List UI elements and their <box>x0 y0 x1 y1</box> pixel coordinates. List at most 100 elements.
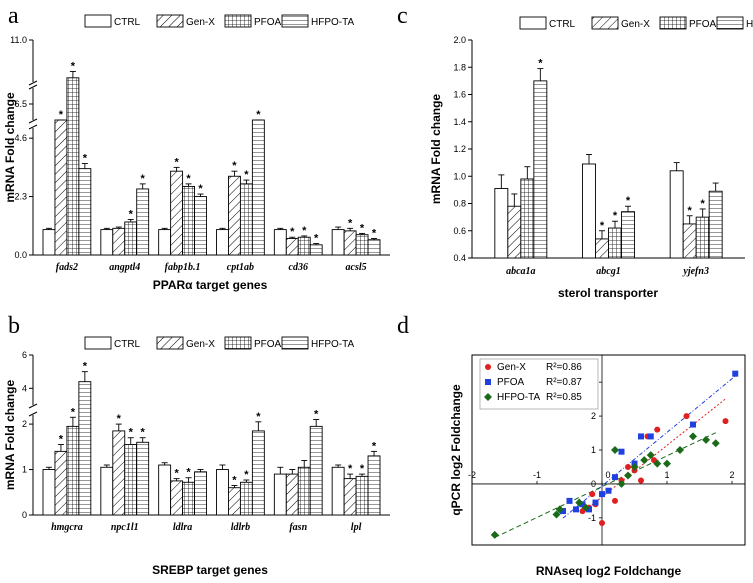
legend-swatch-hfpo-ta <box>281 14 309 28</box>
point-hfpo-ta <box>702 435 710 444</box>
significance-star: * <box>348 217 353 229</box>
point-pfoa <box>612 474 618 481</box>
point-hfpo-ta <box>611 446 619 454</box>
bar-gen-x-fasn <box>285 473 299 516</box>
bar-ctrl-fads2 <box>42 229 56 256</box>
bar-hfpo-ta-ldlra <box>194 471 207 516</box>
bar-ctrl-cd36 <box>273 229 287 256</box>
point-gen-x <box>589 491 596 498</box>
bar-pfoa-hmgcra <box>66 425 80 516</box>
significance-star: * <box>290 226 295 238</box>
bar-pfoa-yjefn3 <box>695 216 710 259</box>
significance-star: * <box>538 58 543 70</box>
y-tick-label: 0.8 <box>453 199 466 209</box>
significance-star: * <box>71 61 76 73</box>
r-squared-label: R²=0.87 <box>546 377 582 388</box>
x-tick-label: -2 <box>468 470 476 480</box>
y-axis-title: mRNA Fold change <box>3 92 17 203</box>
bar-hfpo-ta-acsl5 <box>367 239 381 256</box>
y-tick-label: 2 <box>591 411 596 421</box>
significance-star: * <box>186 467 191 479</box>
legend-label: HFPO-TA <box>311 17 354 28</box>
significance-star: * <box>348 463 353 475</box>
x-category-label: abca1a <box>506 266 535 277</box>
bar-hfpo-ta-cd36 <box>309 244 323 256</box>
point-hfpo-ta <box>653 459 662 468</box>
panel-label-a: a <box>8 3 19 29</box>
point-pfoa <box>690 421 696 428</box>
r-squared-label: R²=0.86 <box>546 362 582 373</box>
legend-swatch-pfoa <box>224 336 252 350</box>
point-gen-x <box>599 519 605 526</box>
bar-pfoa-npc1l1 <box>124 444 138 516</box>
bar-hfpo-ta-lpl <box>367 455 381 516</box>
y-tick-label: 0 <box>591 479 596 489</box>
x-axis-title: sterol transporter <box>558 286 658 300</box>
point-pfoa <box>586 506 592 513</box>
significance-star: * <box>129 427 134 439</box>
y-axis-title: mRNA Fold change <box>429 94 443 205</box>
significance-star: * <box>117 413 122 425</box>
bar-ctrl-cpt1ab <box>216 229 229 256</box>
point-gen-x <box>638 477 644 484</box>
x-axis-title: SREBP target genes <box>152 563 268 577</box>
point-hfpo-ta <box>689 432 697 441</box>
x-tick-label: 0 <box>605 470 610 480</box>
bar-pfoa-abca1a <box>520 178 535 259</box>
legend-label: HFPO-TA <box>311 339 354 350</box>
legend-swatch-ctrl <box>519 16 547 30</box>
panel-a-bar-chart: 0.0 2.3 4.6 6.5 11.0 mRNA Fold change * * * fads2… <box>3 14 390 292</box>
bar-gen-x-hmgcra <box>54 450 68 516</box>
legend-swatch-gen-x <box>156 14 184 28</box>
significance-star: * <box>626 195 631 207</box>
point-pfoa <box>599 491 605 498</box>
significance-star: * <box>232 474 237 486</box>
panel-label-d: d <box>397 313 409 339</box>
legend-label: PFOA <box>497 377 525 388</box>
x-category-label: yjefn3 <box>682 266 709 277</box>
x-category-label: ldlrb <box>231 522 250 533</box>
significance-star: * <box>256 411 261 423</box>
legend-marker <box>485 379 491 385</box>
bar-gen-x-cd36 <box>285 238 299 256</box>
bar-ctrl-abcg1 <box>582 163 596 259</box>
legend-swatch-hfpo-ta <box>281 336 309 350</box>
y-axis-title: mRNA Fold change <box>3 380 17 491</box>
significance-star: * <box>372 227 377 239</box>
y-tick-label: 0.4 <box>453 253 466 263</box>
significance-star: * <box>360 463 365 475</box>
x-category-label: cpt1ab <box>227 262 254 273</box>
bar-ctrl-lpl <box>331 466 345 516</box>
significance-star: * <box>314 409 319 421</box>
significance-star: * <box>302 225 307 237</box>
axis-break-mark <box>28 80 38 86</box>
point-hfpo-ta <box>617 479 626 488</box>
significance-star: * <box>244 469 249 481</box>
point-pfoa <box>566 497 573 504</box>
legend-swatch-pfoa <box>659 16 687 30</box>
bar-pfoa-ldlrb <box>239 481 253 516</box>
point-pfoa <box>592 499 599 506</box>
x-axis-title: PPARα target genes <box>153 278 268 292</box>
regression-line-hfpo-ta <box>494 432 716 538</box>
r-squared-label: R²=0.85 <box>546 392 582 403</box>
point-pfoa <box>579 501 586 508</box>
x-tick-label: 1 <box>664 470 669 480</box>
axis-break-mark <box>28 403 38 409</box>
significance-star: * <box>141 173 146 185</box>
x-category-label: acsl5 <box>346 262 367 273</box>
point-gen-x <box>722 418 729 425</box>
regression-line-gen-x <box>582 398 726 513</box>
bar-hfpo-ta-abcg1 <box>621 211 635 259</box>
point-hfpo-ta <box>640 456 649 465</box>
x-category-label: ldlra <box>173 522 192 533</box>
x-category-label: lpl <box>351 522 362 533</box>
significance-star: * <box>198 183 203 195</box>
point-gen-x <box>625 463 631 470</box>
significance-star: * <box>360 222 365 234</box>
bar-hfpo-ta-ldlrb <box>251 430 265 516</box>
significance-star: * <box>314 233 319 245</box>
y-axis-title: qPCR log2 Foldchange <box>449 384 463 516</box>
bar-hfpo-ta-abca1a <box>533 80 548 259</box>
